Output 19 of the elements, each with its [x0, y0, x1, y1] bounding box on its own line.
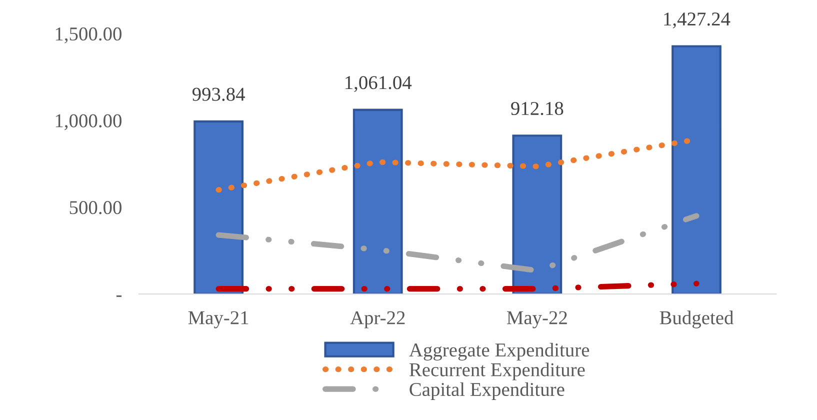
legend-label: Aggregate Expenditure [409, 342, 590, 361]
bar [512, 134, 562, 294]
y-tick-label: 1,000.00 [56, 114, 122, 130]
bar [672, 45, 722, 294]
y-tick-label: 500.00 [70, 201, 122, 214]
bar [194, 120, 244, 294]
y-tick-label: 1,500.00 [56, 27, 122, 44]
x-tick-label: Apr-22 [350, 311, 405, 328]
data-label: 1,427.24 [664, 12, 730, 28]
y-tick-label: - [116, 295, 122, 297]
x-tick-label: May-21 [188, 311, 248, 328]
x-tick-label: Budgeted [660, 310, 734, 328]
data-label: 1,061.04 [346, 76, 412, 92]
legend-label: Capital Expenditure [410, 382, 564, 400]
bar [352, 108, 403, 294]
data-label: 993.84 [192, 88, 245, 101]
legend-label: Recurrent Expenditure [409, 362, 585, 380]
data-label: 912.18 [511, 102, 564, 116]
x-tick-label: May-22 [506, 311, 567, 328]
